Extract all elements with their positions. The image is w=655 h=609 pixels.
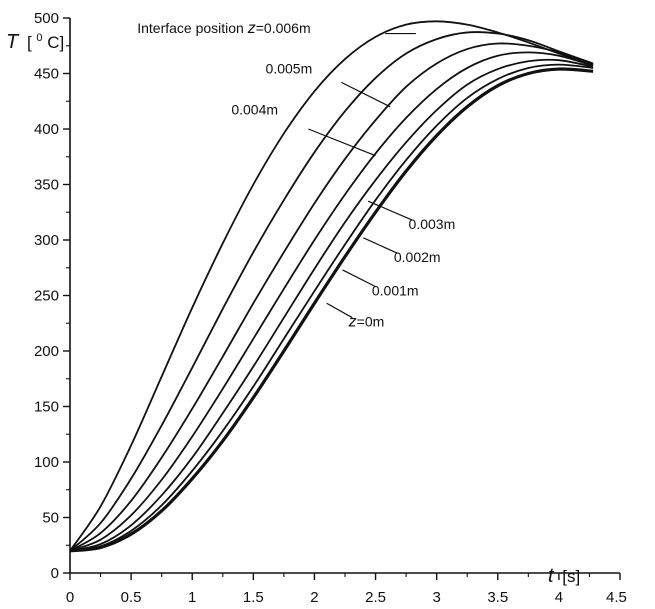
series-line-1 bbox=[69, 63, 594, 552]
series-line-3 bbox=[69, 51, 594, 552]
annotation-leader-line bbox=[341, 81, 391, 108]
x-tick-label: 2 bbox=[310, 589, 318, 606]
y-tick-label: 0 bbox=[51, 565, 59, 582]
annotation-value: 0.004m bbox=[231, 102, 278, 118]
annotation-value: 0.002m bbox=[394, 249, 441, 265]
y-axis-ticks: 0 50 100 150 200 250 300 350 400 450 500 bbox=[34, 10, 70, 582]
series-layer bbox=[69, 20, 594, 553]
series-line-2 bbox=[69, 58, 594, 552]
annotation-label: z=0m bbox=[348, 314, 385, 331]
annotation-leader-line bbox=[308, 128, 376, 157]
y-tick-label: 250 bbox=[34, 288, 59, 305]
x-axis-symbol: t bbox=[548, 565, 555, 587]
x-axis-ticks: 0 0.5 1 1.5 2 2.5 3 3.5 4 4.5 bbox=[66, 573, 627, 606]
annotation-label: Interface position z=0.006m bbox=[137, 20, 310, 37]
x-axis-title: t [s] bbox=[548, 565, 580, 587]
y-tick-label: 100 bbox=[34, 454, 59, 471]
y-tick-label: 300 bbox=[34, 232, 59, 249]
y-axis-unit-open: [ bbox=[27, 33, 32, 52]
annotation-leader-line bbox=[326, 302, 353, 319]
x-tick-label: 0.5 bbox=[121, 589, 142, 606]
y-tick-label: 50 bbox=[42, 510, 59, 527]
annotation-value: =0.006m bbox=[256, 20, 311, 36]
annotation-value: 0.001m bbox=[372, 283, 419, 299]
x-tick-label: 2.5 bbox=[365, 589, 386, 606]
y-tick-label: 150 bbox=[34, 399, 59, 416]
annotation-var: z bbox=[348, 314, 357, 331]
annotation-leader-line bbox=[342, 269, 376, 288]
annotation-value: 0.005m bbox=[266, 61, 313, 77]
annotation-label: 0.001m bbox=[372, 283, 419, 299]
x-tick-label: 4.5 bbox=[606, 589, 627, 606]
x-axis-unit: [s] bbox=[562, 567, 580, 586]
y-tick-label: 200 bbox=[34, 343, 59, 360]
y-tick-label: 500 bbox=[34, 10, 59, 27]
series-line-6 bbox=[69, 20, 594, 552]
annotation-label: 0.003m bbox=[409, 216, 456, 232]
annotation-label: 0.005m bbox=[266, 61, 313, 77]
series-line-4 bbox=[69, 42, 594, 552]
annotation-leader-line bbox=[367, 200, 413, 221]
annotation-text: Interface position bbox=[137, 20, 248, 36]
series-line-0 bbox=[69, 67, 594, 553]
x-tick-label: 4 bbox=[555, 589, 563, 606]
series-line-5 bbox=[69, 31, 594, 552]
plot-frame bbox=[69, 18, 620, 574]
y-axis-unit-close: C] bbox=[47, 33, 64, 52]
y-tick-label: 400 bbox=[34, 121, 59, 138]
x-tick-label: 3 bbox=[432, 589, 440, 606]
annotation-var: z bbox=[247, 20, 256, 37]
x-tick-label: 0 bbox=[66, 589, 74, 606]
annotation-value: 0.003m bbox=[409, 216, 456, 232]
annotation-value: =0m bbox=[357, 314, 385, 330]
annotation-leader-line bbox=[363, 237, 398, 254]
y-axis-unit-sup: 0 bbox=[36, 32, 42, 44]
y-tick-label: 450 bbox=[34, 66, 59, 83]
y-axis-title: T [ 0 C] bbox=[6, 26, 64, 53]
annotation-label: 0.002m bbox=[394, 249, 441, 265]
x-tick-label: 3.5 bbox=[487, 589, 508, 606]
annotation-layer: Interface position z=0.006m0.005m0.004m0… bbox=[137, 20, 455, 331]
x-tick-label: 1 bbox=[188, 589, 196, 606]
x-tick-label: 1.5 bbox=[243, 589, 264, 606]
y-axis-symbol: T bbox=[6, 31, 20, 53]
annotation-label: 0.004m bbox=[231, 102, 278, 118]
y-tick-label: 350 bbox=[34, 177, 59, 194]
